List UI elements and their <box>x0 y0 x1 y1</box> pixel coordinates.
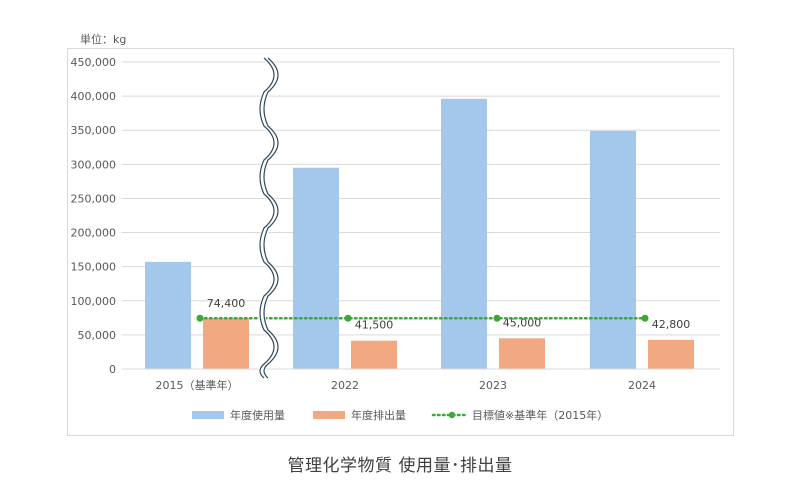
data-label: 41,500 <box>355 319 394 332</box>
unit-label: 単位：kg <box>80 33 127 46</box>
y-tick-label: 450,000 <box>71 56 117 69</box>
target-marker <box>344 314 352 322</box>
legend-label-usage: 年度使用量 <box>230 408 285 422</box>
axis-break-line <box>263 57 279 379</box>
axis-break-mask <box>258 55 280 381</box>
data-label: 74,400 <box>207 297 246 310</box>
legend-swatch-usage <box>192 411 224 419</box>
legend-label-emission: 年度排出量 <box>351 408 406 422</box>
data-label: 45,000 <box>503 316 542 329</box>
chart-caption: 管理化学物質 使用量･排出量 <box>287 456 513 476</box>
y-tick-label: 350,000 <box>71 124 117 137</box>
y-tick-label: 400,000 <box>71 90 117 103</box>
bar-usage <box>145 261 191 369</box>
bar-usage <box>441 98 487 369</box>
chart-frame <box>67 48 734 436</box>
x-tick-label: 2022 <box>331 379 359 392</box>
x-tick-label: 2024 <box>628 379 656 392</box>
x-tick-label: 2015（基準年） <box>156 378 239 392</box>
y-tick-label: 150,000 <box>71 261 117 274</box>
axis-break-line <box>259 57 275 379</box>
bar-emission <box>648 339 694 369</box>
bar-emission <box>203 318 249 369</box>
y-tick-label: 0 <box>109 363 116 376</box>
y-tick-label: 50,000 <box>78 329 117 342</box>
x-tick-label: 2023 <box>479 379 507 392</box>
data-label: 42,800 <box>652 318 691 331</box>
legend-label-target: 目標値※基準年（2015年） <box>472 408 608 422</box>
target-marker <box>196 314 204 322</box>
bar-emission <box>499 338 545 369</box>
target-marker <box>493 314 501 322</box>
bar-emission <box>351 340 397 369</box>
y-tick-label: 250,000 <box>71 192 117 205</box>
bar-usage <box>590 130 636 369</box>
y-tick-label: 200,000 <box>71 227 117 240</box>
target-marker <box>641 314 649 322</box>
legend-marker-target <box>448 411 456 419</box>
legend-swatch-emission <box>313 411 345 419</box>
bar-usage <box>293 167 339 369</box>
y-tick-label: 100,000 <box>71 295 117 308</box>
y-tick-label: 300,000 <box>71 158 117 171</box>
